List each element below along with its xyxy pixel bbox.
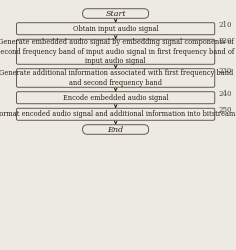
FancyBboxPatch shape (83, 125, 149, 134)
Text: Encode embedded audio signal: Encode embedded audio signal (63, 94, 169, 102)
FancyBboxPatch shape (17, 69, 215, 87)
Text: 250: 250 (218, 106, 232, 114)
FancyBboxPatch shape (83, 9, 149, 18)
Text: End: End (108, 126, 124, 134)
FancyBboxPatch shape (17, 23, 215, 35)
Text: 220: 220 (218, 37, 232, 45)
Text: Generate embedded audio signal by embedding signal components of
second frequenc: Generate embedded audio signal by embedd… (0, 38, 234, 65)
FancyBboxPatch shape (17, 39, 215, 64)
Text: 210: 210 (218, 21, 232, 29)
FancyBboxPatch shape (17, 108, 215, 120)
Text: Format encoded audio signal and additional information into bitstream: Format encoded audio signal and addition… (0, 110, 236, 118)
FancyBboxPatch shape (17, 92, 215, 104)
Text: 240: 240 (218, 90, 232, 98)
Text: 230: 230 (218, 67, 232, 75)
Text: Start: Start (105, 10, 126, 18)
Text: Generate additional information associated with first frequency band
and second : Generate additional information associat… (0, 69, 233, 87)
Text: Obtain input audio signal: Obtain input audio signal (73, 25, 158, 33)
